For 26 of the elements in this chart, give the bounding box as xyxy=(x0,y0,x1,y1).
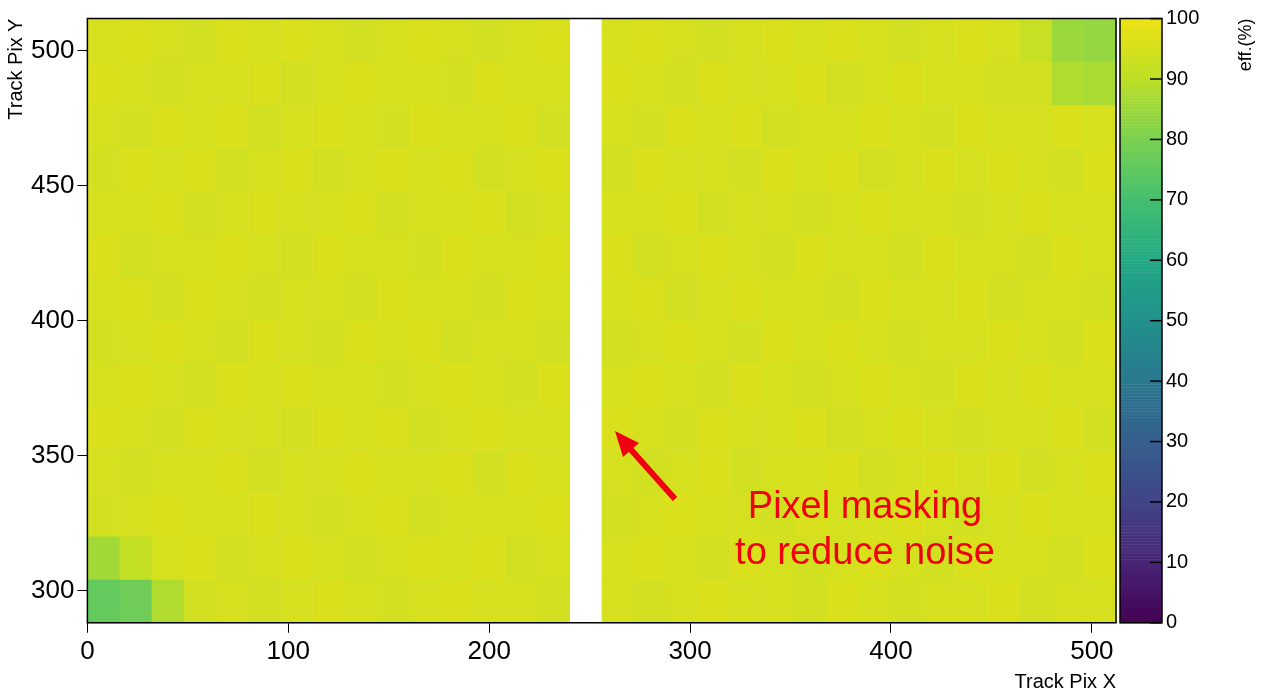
y-tick-label: 350 xyxy=(30,438,75,469)
color-bar-title: eff.(%) xyxy=(1234,18,1255,72)
color-bar-label: 30 xyxy=(1166,429,1189,452)
color-bar-label: 50 xyxy=(1166,308,1189,331)
x-tick-label: 500 xyxy=(1070,634,1114,665)
color-bar-label: 60 xyxy=(1166,247,1189,270)
color-bar-label: 10 xyxy=(1166,549,1189,572)
x-tick-label: 400 xyxy=(869,634,913,665)
y-axis-title: Track Pix Y xyxy=(3,18,26,120)
x-tick-label: 0 xyxy=(80,634,95,665)
color-bar-label: 0 xyxy=(1166,610,1178,633)
color-bar-label: 80 xyxy=(1166,126,1189,149)
x-axis-title: Track Pix X xyxy=(1014,669,1116,692)
color-bar-label: 70 xyxy=(1166,187,1189,210)
annotation: Pixel masking to reduce noise xyxy=(734,483,996,574)
y-tick-label: 450 xyxy=(30,169,75,200)
y-tick-label: 300 xyxy=(30,573,75,604)
color-bar-label: 40 xyxy=(1166,368,1189,391)
y-tick-label: 500 xyxy=(30,34,75,65)
color-bar-label: 20 xyxy=(1166,489,1189,512)
color-bar-label: 90 xyxy=(1166,66,1189,89)
x-tick-label: 200 xyxy=(467,634,511,665)
color-bar-label: 100 xyxy=(1166,6,1200,29)
x-tick-label: 300 xyxy=(668,634,712,665)
x-tick-label: 100 xyxy=(266,634,310,665)
y-tick-label: 400 xyxy=(30,303,75,334)
